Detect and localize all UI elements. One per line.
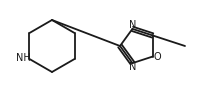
Text: NH: NH [16, 53, 31, 63]
Text: N: N [129, 20, 136, 30]
Text: N: N [129, 62, 136, 72]
Text: O: O [154, 52, 161, 62]
